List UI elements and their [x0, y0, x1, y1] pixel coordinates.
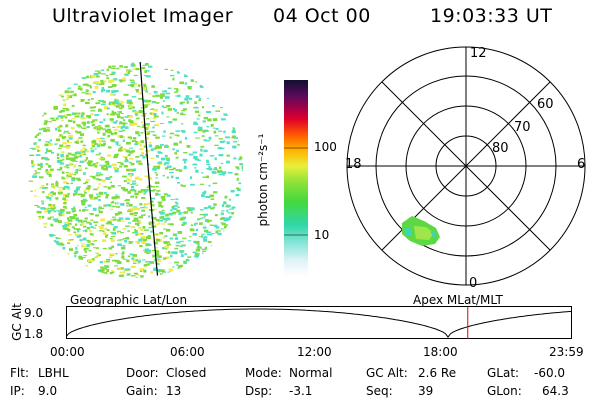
imager-title: Ultraviolet Imager: [52, 5, 234, 27]
filter-value: LBHL: [38, 366, 69, 380]
mlt-label-6: 6: [577, 157, 586, 172]
gain-label: Gain:: [126, 384, 158, 398]
polar-mlt-plot: [346, 46, 586, 286]
intensity-colorbar: [284, 80, 308, 276]
altitude-timeline: [66, 306, 572, 339]
glon-value: 64.3: [542, 384, 569, 398]
mode-value: Normal: [289, 366, 333, 380]
x-tick-06-00: 06:00: [170, 345, 205, 359]
mode-label: Mode:: [245, 366, 282, 380]
gc-alt-label: GC Alt:: [366, 366, 408, 380]
lat-label-60: 60: [537, 97, 554, 112]
glat-label: GLat:: [487, 366, 520, 380]
dsp-label: Dsp:: [245, 384, 273, 398]
image-date: 04 Oct 00: [273, 5, 371, 27]
mlt-label-18: 18: [345, 157, 362, 172]
y-tick-9: 9.0: [24, 306, 44, 320]
lat-label-70: 70: [514, 120, 531, 135]
x-tick-23-59: 23:59: [549, 345, 584, 359]
geographic-disk-image: [27, 62, 243, 278]
ip-value: 9.0: [38, 384, 58, 398]
filter-label: Flt:: [10, 366, 29, 380]
glat-value: -60.0: [534, 366, 566, 380]
seq-value: 39: [418, 384, 434, 398]
image-time: 19:03:33 UT: [430, 5, 553, 27]
door-label: Door:: [126, 366, 159, 380]
mlt-label-12: 12: [470, 46, 487, 61]
mlt-label-0: 0: [469, 276, 478, 291]
x-tick-12-00: 12:00: [297, 345, 332, 359]
apex-caption: Apex MLat/MLT: [413, 293, 503, 307]
geographic-caption: Geographic Lat/Lon: [70, 293, 188, 307]
colorbar-tick-100: 100: [314, 140, 337, 154]
terminator-line: [139, 62, 159, 278]
gc-alt-axis-label: GC Alt: [9, 303, 24, 341]
x-tick-18-00: 18:00: [423, 345, 458, 359]
y-tick-1-8: 1.8: [24, 327, 44, 341]
colorbar-unit-label: photon cm⁻²s⁻¹: [256, 133, 270, 227]
gc-alt-value: 2.6 Re: [418, 366, 457, 380]
auroral-oval-patch: [402, 216, 440, 246]
gain-value: 13: [166, 384, 182, 398]
door-value: Closed: [166, 366, 207, 380]
dsp-value: -3.1: [289, 384, 313, 398]
colorbar-tick-10: 10: [314, 228, 330, 242]
lat-label-80: 80: [492, 141, 509, 156]
x-tick-00-00: 00:00: [50, 345, 85, 359]
seq-label: Seq:: [366, 384, 393, 398]
glon-label: GLon:: [487, 384, 522, 398]
ip-label: IP:: [10, 384, 25, 398]
